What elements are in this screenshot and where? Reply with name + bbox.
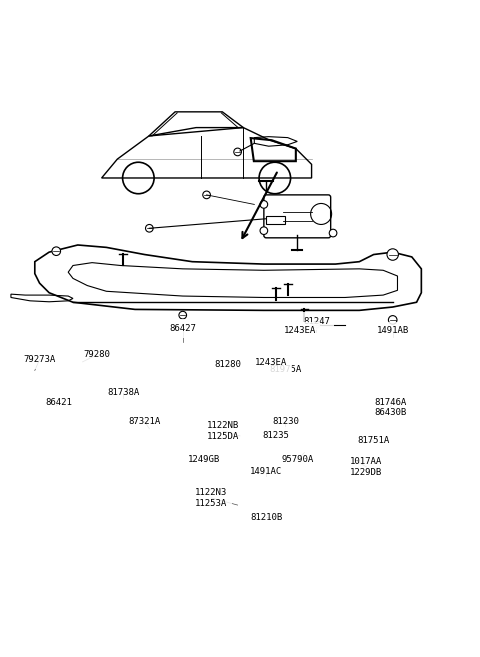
Circle shape xyxy=(260,200,268,208)
Text: 81235: 81235 xyxy=(263,432,289,440)
Text: 81247: 81247 xyxy=(303,317,330,326)
Text: 1243EA: 1243EA xyxy=(255,358,287,367)
Text: 81230: 81230 xyxy=(272,417,299,426)
Text: 81280: 81280 xyxy=(215,360,241,369)
Text: 81751A: 81751A xyxy=(358,436,390,445)
Text: 1249GB: 1249GB xyxy=(188,455,220,464)
Text: 95790A: 95790A xyxy=(281,455,313,464)
Circle shape xyxy=(387,249,398,260)
Text: 81746A
86430B: 81746A 86430B xyxy=(374,397,407,417)
Text: 1122N3
11253A: 1122N3 11253A xyxy=(195,488,228,508)
Text: 1491AC: 1491AC xyxy=(250,467,282,476)
Circle shape xyxy=(203,191,210,198)
Text: 79280: 79280 xyxy=(84,350,110,359)
Text: 1122NB
1125DA: 1122NB 1125DA xyxy=(207,421,240,441)
Circle shape xyxy=(329,229,337,237)
Text: 81738A: 81738A xyxy=(107,388,139,397)
Text: 79273A: 79273A xyxy=(24,355,56,364)
Circle shape xyxy=(260,227,268,235)
Circle shape xyxy=(145,225,153,232)
Circle shape xyxy=(52,247,60,256)
Text: 86421: 86421 xyxy=(45,398,72,407)
Circle shape xyxy=(313,321,320,328)
Text: 1017AA
1229DB: 1017AA 1229DB xyxy=(350,457,383,476)
Text: 81210B: 81210B xyxy=(250,512,282,522)
Bar xyxy=(266,216,285,225)
Text: 87321A: 87321A xyxy=(129,417,161,426)
Circle shape xyxy=(388,315,397,324)
Text: 81975A: 81975A xyxy=(269,365,301,374)
Text: 86427: 86427 xyxy=(169,324,196,333)
Circle shape xyxy=(179,311,187,319)
Text: 1491AB: 1491AB xyxy=(377,327,409,335)
Circle shape xyxy=(234,148,241,156)
Text: 1243EA: 1243EA xyxy=(284,327,316,335)
